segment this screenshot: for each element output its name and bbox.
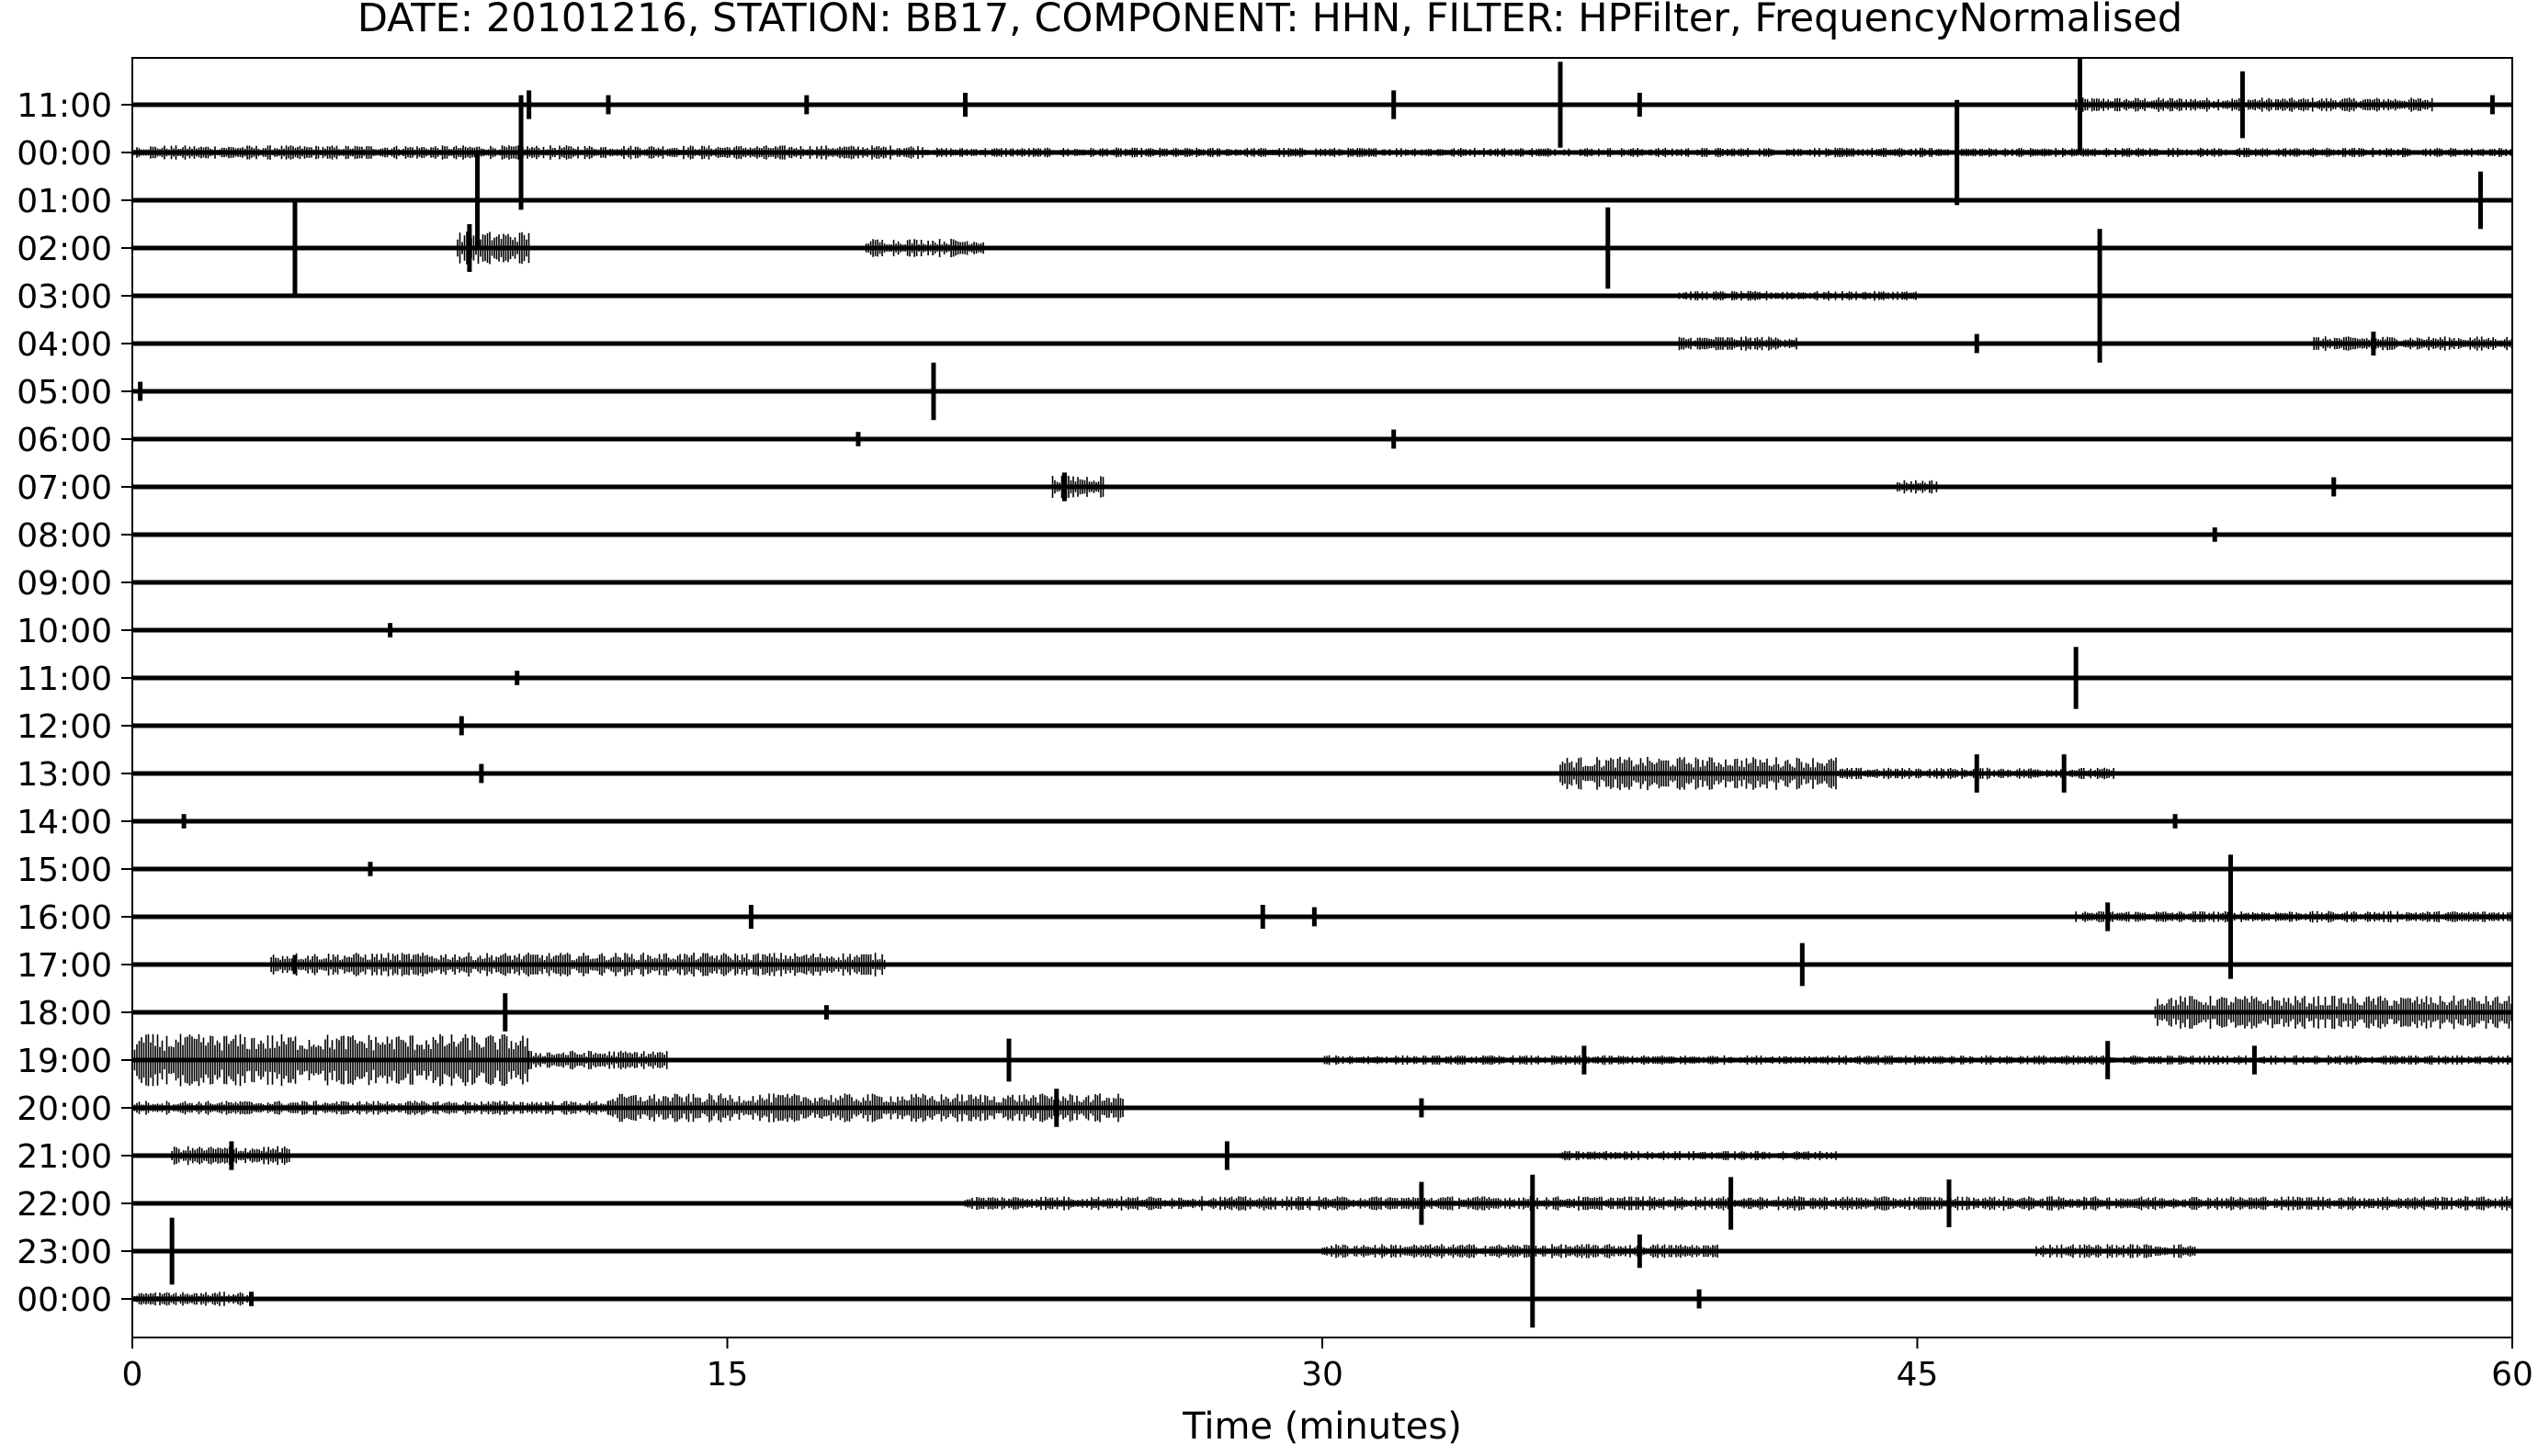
y-tick-label: 20:00 <box>17 1090 112 1128</box>
trace-burst <box>2035 1244 2196 1258</box>
trace-burst <box>2075 97 2433 112</box>
y-tick-label: 18:00 <box>17 995 112 1033</box>
trace-row <box>132 1177 2512 1230</box>
y-tick-label: 11:00 <box>17 660 112 698</box>
trace-row <box>131 1289 2512 1309</box>
trace-burst <box>2075 910 2511 923</box>
y-tick-label: 04:00 <box>17 326 112 364</box>
trace-row <box>132 993 2512 1032</box>
trace-burst <box>1559 756 1837 791</box>
trace-group <box>131 57 2513 1328</box>
trace-burst <box>2313 336 2512 351</box>
trace-burst <box>1559 1150 1837 1161</box>
y-tick-label: 06:00 <box>17 422 112 459</box>
x-axis-label: Time (minutes) <box>1182 1405 1462 1448</box>
trace-burst <box>1897 480 1938 494</box>
trace-row <box>132 754 2512 793</box>
trace-burst <box>865 239 984 257</box>
y-tick-label: 10:00 <box>17 613 112 650</box>
trace-row <box>132 942 2512 987</box>
trace-row <box>132 854 2512 979</box>
y-tick-label: 22:00 <box>17 1186 112 1224</box>
trace-burst <box>1678 290 1917 301</box>
trace-burst <box>171 1146 290 1166</box>
x-axis: 0 15 30 45 60 <box>122 1337 2533 1394</box>
trace-row <box>132 1141 2512 1170</box>
y-tick-label: 12:00 <box>17 708 112 746</box>
trace-row <box>132 57 2512 152</box>
y-tick-label: 17:00 <box>17 947 112 985</box>
trace-burst <box>2154 995 2512 1030</box>
y-tick-label: 23:00 <box>17 1234 112 1271</box>
y-tick-label: 21:00 <box>17 1138 112 1176</box>
trace-row <box>132 429 2512 449</box>
y-tick-label: 19:00 <box>17 1043 112 1080</box>
trace-row <box>131 1033 2513 1087</box>
x-tick-label: 0 <box>122 1356 143 1394</box>
x-tick-label: 60 <box>2491 1356 2533 1394</box>
y-tick-label: 08:00 <box>17 517 112 555</box>
trace-row <box>132 362 2512 421</box>
x-tick-label: 15 <box>707 1356 749 1394</box>
trace-burst <box>607 1093 1124 1123</box>
trace-row <box>132 200 2512 296</box>
trace-burst <box>1321 1055 2513 1066</box>
trace-row <box>132 332 2512 356</box>
trace-row <box>131 1089 2512 1127</box>
trace-row <box>132 472 2512 502</box>
trace-row <box>132 647 2512 709</box>
trace-row <box>132 1174 2512 1328</box>
trace-burst <box>131 1033 528 1087</box>
y-tick-label: 14:00 <box>17 804 112 841</box>
trace-burst <box>1051 475 1105 499</box>
y-tick-label: 16:00 <box>17 899 112 937</box>
chart-title: DATE: 20101216, STATION: BB17, COMPONENT… <box>357 0 2182 41</box>
y-tick-label: 03:00 <box>17 278 112 316</box>
trace-burst <box>527 1050 668 1070</box>
y-tick-label: 13:00 <box>17 756 112 794</box>
y-tick-label: 11:00 <box>17 87 112 125</box>
trace-burst <box>457 231 530 265</box>
trace-burst <box>270 953 886 976</box>
y-tick-label: 00:00 <box>17 135 112 173</box>
trace-row <box>132 152 2512 248</box>
trace-row <box>132 623 2512 638</box>
trace-burst <box>1321 1244 1718 1258</box>
y-tick-label: 02:00 <box>17 231 112 268</box>
trace-row <box>132 229 2512 363</box>
y-tick-label: 07:00 <box>17 469 112 507</box>
y-tick-label: 00:00 <box>17 1281 112 1319</box>
trace-burst <box>924 147 2512 158</box>
trace-row <box>131 95 2512 210</box>
x-tick-label: 45 <box>1897 1356 1939 1394</box>
trace-row <box>132 527 2512 542</box>
trace-burst <box>1837 767 2114 780</box>
y-tick-label: 05:00 <box>17 374 112 412</box>
trace-row <box>132 862 2512 876</box>
y-tick-labels: 11:00 00:00 01:00 02:00 03:00 04:00 05:00 06:00… <box>17 87 132 1319</box>
trace-burst <box>1678 336 1797 351</box>
trace-burst <box>964 1196 2512 1211</box>
y-tick-label: 09:00 <box>17 565 112 603</box>
trace-row <box>132 716 2512 736</box>
plot-frame <box>131 57 2513 1338</box>
trace-row <box>132 814 2512 829</box>
x-tick-label: 30 <box>1301 1356 1343 1394</box>
y-tick-label: 15:00 <box>17 852 112 889</box>
y-tick-label: 01:00 <box>17 183 112 220</box>
